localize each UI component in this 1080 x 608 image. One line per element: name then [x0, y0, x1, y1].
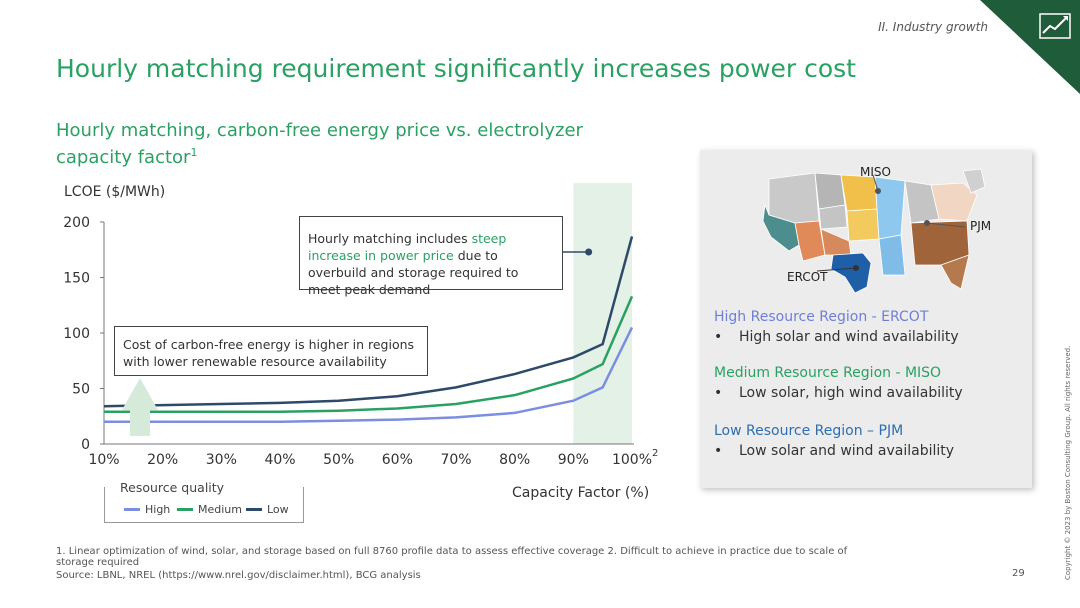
callout-regions: Cost of carbon-free energy is higher in …: [114, 326, 428, 376]
highlight-band: [573, 183, 632, 444]
copyright-note: Copyright © 2023 by Boston Consulting Gr…: [1064, 345, 1072, 580]
us-region-map: [762, 168, 986, 294]
map-label-ercot: ERCOT: [787, 270, 828, 284]
lcoe-line-chart: LCOE ($/MWh) 0 50 100 150 200 10% 20% 30% 40% 50…: [63, 183, 658, 468]
x-tick-label: 40%: [264, 452, 295, 468]
region-heading-pjm: Low Resource Region – PJM: [714, 423, 904, 439]
footnote: 1. Linear optimization of wind, solar, a…: [56, 546, 848, 568]
y-tick-label: 200: [63, 215, 90, 231]
source-note: Source: LBNL, NREL (https://www.nrel.gov…: [56, 570, 421, 581]
page-number: 29: [1012, 568, 1025, 579]
series-line-high: [104, 326, 634, 424]
legend-item-medium: Medium: [177, 503, 242, 516]
region-heading-ercot: High Resource Region - ERCOT: [714, 309, 929, 325]
section-label: II. Industry growth: [878, 20, 988, 34]
series-line-low: [103, 236, 634, 408]
y-tick-label: 0: [81, 437, 90, 453]
map-label-pjm: PJM: [970, 219, 992, 233]
legend-item-low: Low: [246, 503, 289, 516]
y-tick-label: 50: [72, 382, 90, 398]
x-tick-label: 10%: [88, 452, 119, 468]
x-tick-label: 20%: [147, 452, 178, 468]
map-label-miso: MISO: [860, 165, 891, 179]
series-line-medium: [104, 295, 634, 414]
page-title: Hourly matching requirement significantl…: [56, 54, 856, 83]
region-bullet-pjm: • Low solar and wind availability: [714, 443, 955, 459]
x-tick-label: 50%: [323, 452, 354, 468]
growth-chart-icon: [1039, 13, 1071, 39]
chart-subtitle: Hourly matching, carbon-free energy pric…: [56, 120, 583, 168]
x-tick-label: 100%: [612, 452, 652, 468]
x-tick-label: 30%: [206, 452, 237, 468]
legend-item-high: High: [124, 503, 170, 516]
x-tick-label: 90%: [558, 452, 589, 468]
legend-title: Resource quality: [116, 480, 229, 495]
legend-box: [104, 487, 304, 523]
y-axis-title: LCOE ($/MWh): [64, 184, 165, 200]
callout-steep-increase: Hourly matching includes steep increase …: [299, 216, 563, 297]
region-bullet-miso: • Low solar, high wind availability: [714, 385, 963, 401]
x-tick-label: 80%: [499, 452, 530, 468]
callout-dot: [585, 248, 593, 256]
region-bullet-ercot: • High solar and wind availability: [714, 329, 959, 345]
x-tick-label: 60%: [382, 452, 413, 468]
x-axis-title: Capacity Factor (%): [512, 485, 650, 501]
up-arrow-icon: [122, 378, 158, 436]
x-tick-sup: 2: [652, 448, 658, 459]
y-tick-label: 150: [63, 271, 90, 287]
region-heading-miso: Medium Resource Region - MISO: [714, 365, 942, 381]
x-tick-label: 70%: [440, 452, 471, 468]
corner-logo: [980, 0, 1080, 94]
y-tick-label: 100: [63, 326, 90, 342]
